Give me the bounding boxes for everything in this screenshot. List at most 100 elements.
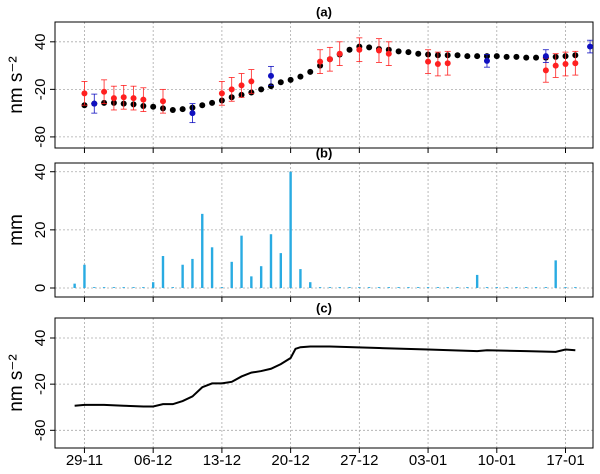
bar: [564, 287, 567, 288]
point: [258, 86, 265, 93]
y-tick-label: 40: [32, 330, 49, 347]
bar: [171, 287, 175, 288]
point: [307, 68, 314, 75]
bar: [495, 287, 498, 288]
bar: [328, 287, 332, 288]
y-tick-label: -20: [32, 79, 49, 101]
point: [385, 50, 392, 57]
line: [74, 345, 576, 408]
y-axis-label: nm s⁻²: [6, 56, 27, 114]
bar: [407, 287, 410, 288]
point: [91, 100, 98, 107]
bar: [102, 287, 106, 288]
bar: [525, 287, 528, 288]
point: [120, 94, 127, 101]
bar: [534, 287, 538, 288]
plot-frame: [54, 162, 594, 298]
point: [150, 103, 157, 110]
bar: [466, 287, 469, 288]
point: [159, 98, 166, 105]
point: [228, 86, 235, 93]
bar: [574, 287, 577, 288]
plot-frame: [54, 317, 594, 449]
bar: [201, 213, 204, 288]
y-tick-label: -20: [32, 373, 49, 395]
point: [375, 47, 382, 54]
bar: [309, 282, 312, 288]
point: [199, 102, 206, 109]
bar: [456, 287, 459, 288]
point: [523, 54, 530, 61]
y-tick-label: 20: [32, 222, 49, 239]
bar: [112, 287, 116, 288]
bar: [318, 287, 322, 288]
point: [366, 44, 373, 51]
bar: [289, 171, 292, 288]
point: [503, 53, 510, 60]
x-tick-label: 17-01: [546, 452, 584, 469]
point: [454, 52, 461, 59]
point: [346, 46, 353, 53]
bar: [397, 287, 400, 288]
point: [415, 50, 422, 57]
point: [542, 67, 549, 74]
point: [218, 90, 225, 97]
x-tick-label: 13-12: [203, 452, 241, 469]
point: [297, 73, 304, 80]
point: [81, 90, 88, 97]
bar: [181, 264, 184, 288]
point: [483, 57, 490, 64]
bar: [250, 276, 253, 288]
point: [130, 95, 137, 102]
point: [179, 106, 186, 113]
bar: [132, 287, 135, 288]
bar: [151, 282, 155, 288]
bar: [358, 287, 361, 288]
point: [336, 50, 343, 57]
y-tick-label: 0: [32, 284, 49, 292]
point: [542, 53, 549, 60]
bar: [387, 287, 390, 288]
point: [405, 49, 412, 56]
point: [425, 58, 432, 65]
bar: [436, 287, 440, 288]
bar: [161, 256, 165, 288]
point: [267, 72, 274, 79]
bar: [142, 287, 145, 288]
bar: [367, 287, 371, 288]
x-tick-label: 27-12: [340, 452, 378, 469]
bar: [299, 269, 302, 288]
y-tick-label: -80: [32, 419, 49, 441]
point: [189, 110, 196, 117]
plot-frame: [54, 21, 594, 149]
bar: [485, 287, 489, 288]
point: [513, 53, 520, 60]
x-tick-label: 20-12: [271, 452, 309, 469]
y-axis-label: nm s⁻²: [6, 354, 27, 412]
bar: [377, 287, 381, 288]
point: [552, 62, 559, 69]
bar: [475, 274, 479, 288]
x-tick-label: 06-12: [134, 452, 172, 469]
bar: [210, 247, 214, 288]
y-tick-label: -80: [32, 126, 49, 148]
y-tick-label: 40: [32, 33, 49, 50]
point: [493, 53, 500, 60]
bar: [93, 287, 96, 288]
bar: [515, 287, 518, 288]
bar: [554, 260, 557, 288]
point: [101, 88, 108, 95]
point: [464, 53, 471, 60]
bar: [259, 266, 263, 288]
bar: [426, 287, 430, 288]
point: [140, 96, 147, 103]
bar: [269, 234, 273, 288]
point: [474, 53, 481, 60]
point: [444, 60, 451, 67]
x-tick-label: 10-01: [478, 452, 516, 469]
point: [238, 82, 245, 89]
point: [248, 78, 255, 85]
point: [587, 43, 594, 50]
y-tick-label: 40: [32, 163, 49, 180]
